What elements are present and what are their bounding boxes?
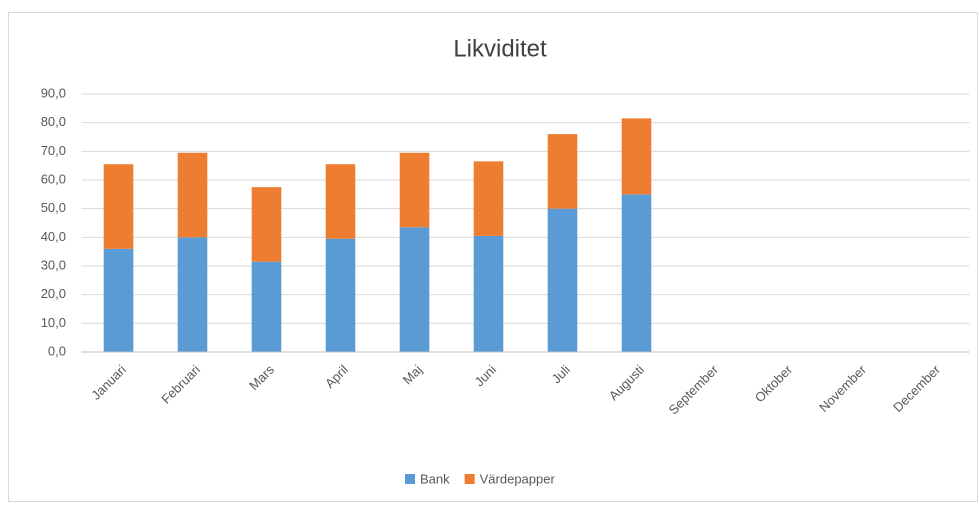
bar-segment	[399, 152, 430, 228]
bar-segment	[473, 161, 504, 236]
y-tick-label: 30,0	[41, 257, 66, 272]
bar-segment	[325, 164, 356, 239]
bar-segment	[325, 238, 356, 352]
bar-segment	[251, 261, 282, 352]
bar-segment	[251, 187, 282, 262]
y-tick-label: 90,0	[41, 85, 66, 100]
y-tick-label: 60,0	[41, 171, 66, 186]
y-tick-label: 0,0	[48, 343, 66, 358]
y-tick-label: 10,0	[41, 315, 66, 330]
legend-label: Bank	[420, 471, 450, 486]
y-tick-label: 70,0	[41, 143, 66, 158]
bar-segment	[547, 208, 578, 352]
y-tick-label: 80,0	[41, 114, 66, 129]
bar-segment	[621, 118, 652, 195]
legend-swatch	[464, 474, 475, 484]
legend-label: Värdepapper	[480, 471, 556, 486]
bar-segment	[103, 164, 134, 249]
bar-segment	[399, 227, 430, 352]
legend-swatch	[405, 474, 415, 484]
bar-segment	[177, 152, 208, 238]
bar-segment	[177, 237, 208, 352]
bar-segment	[473, 235, 504, 352]
bar-segment	[103, 248, 134, 352]
y-tick-label: 50,0	[41, 200, 66, 215]
y-tick-label: 40,0	[41, 229, 66, 244]
bar-segment	[547, 134, 578, 209]
bar-segment	[621, 194, 652, 352]
chart-title: Likviditet	[453, 35, 547, 62]
y-tick-label: 20,0	[41, 286, 66, 301]
